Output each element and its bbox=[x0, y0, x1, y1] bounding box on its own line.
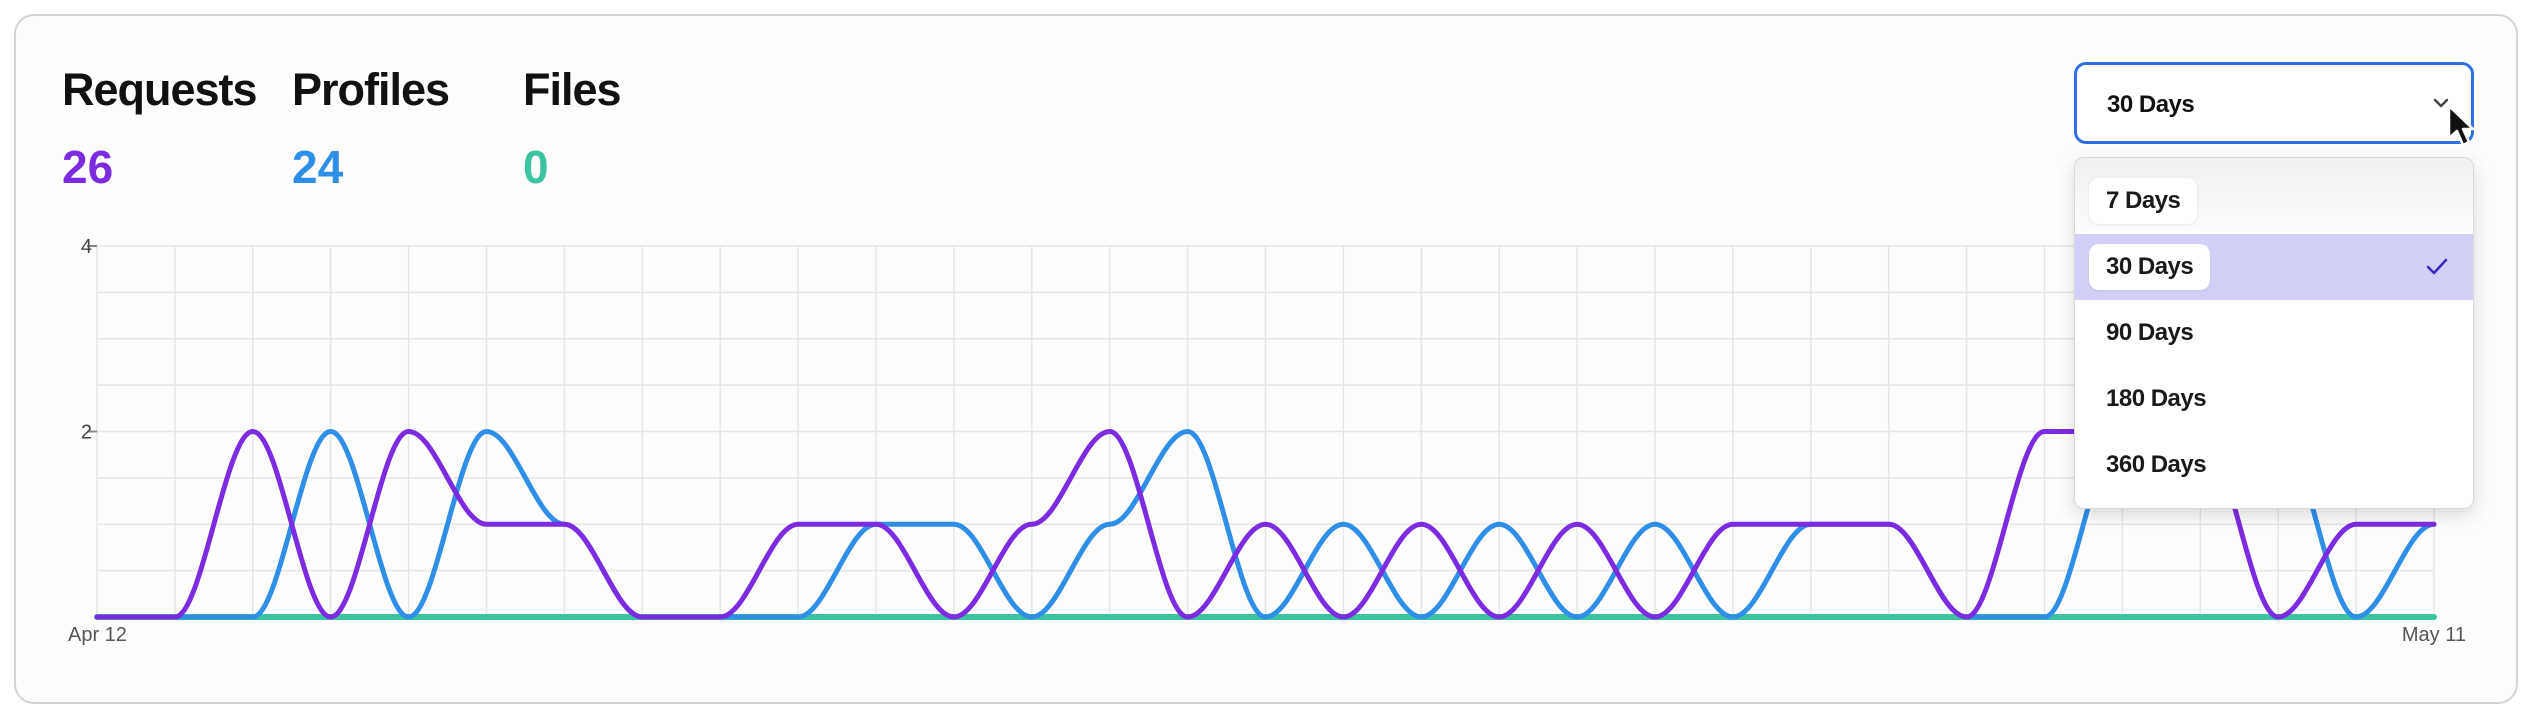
option-90-days[interactable]: 90 Days bbox=[2075, 300, 2473, 366]
series-line-profiles bbox=[94, 429, 2437, 620]
files-count: 0 bbox=[523, 141, 549, 193]
option-30-days[interactable]: 30 Days bbox=[2075, 234, 2473, 300]
profiles-label: Profiles bbox=[292, 64, 450, 115]
chevron-down-icon bbox=[2433, 98, 2449, 108]
date-range-selected-value: 30 Days bbox=[2107, 91, 2195, 118]
mouse-pointer-icon bbox=[2447, 104, 2475, 147]
y-tick-label-2: 2 bbox=[81, 422, 92, 444]
series-line-requests bbox=[94, 429, 2437, 620]
requests-count: 26 bbox=[62, 141, 114, 193]
option-label: 90 Days bbox=[2106, 319, 2194, 346]
option-360-days[interactable]: 360 Days bbox=[2075, 432, 2473, 498]
option-label: 360 Days bbox=[2106, 451, 2207, 478]
option-label: 7 Days bbox=[2089, 178, 2198, 224]
requests-metric: Requests 26 bbox=[62, 64, 258, 194]
x-start-label: Apr 12 bbox=[68, 624, 127, 646]
checkmark-icon bbox=[2426, 258, 2448, 275]
requests-label: Requests bbox=[62, 64, 258, 115]
date-range-dropdown: 7 Days 30 Days 90 Days 180 Days 360 Days bbox=[2074, 157, 2474, 509]
files-metric: Files 0 bbox=[523, 64, 622, 194]
profiles-count: 24 bbox=[292, 141, 344, 193]
option-180-days[interactable]: 180 Days bbox=[2075, 366, 2473, 432]
option-7-days[interactable]: 7 Days bbox=[2075, 168, 2473, 234]
option-label: 180 Days bbox=[2106, 385, 2207, 412]
chart-series bbox=[94, 429, 2437, 620]
date-range-select[interactable]: 30 Days bbox=[2074, 62, 2474, 144]
chart-axis: 4 2 Apr 12 May 11 bbox=[68, 236, 2466, 646]
files-label: Files bbox=[523, 64, 622, 115]
y-tick-label-4: 4 bbox=[81, 236, 92, 258]
option-label: 30 Days bbox=[2089, 244, 2211, 290]
profiles-metric: Profiles 24 bbox=[292, 64, 450, 194]
x-end-label: May 11 bbox=[2402, 624, 2466, 646]
